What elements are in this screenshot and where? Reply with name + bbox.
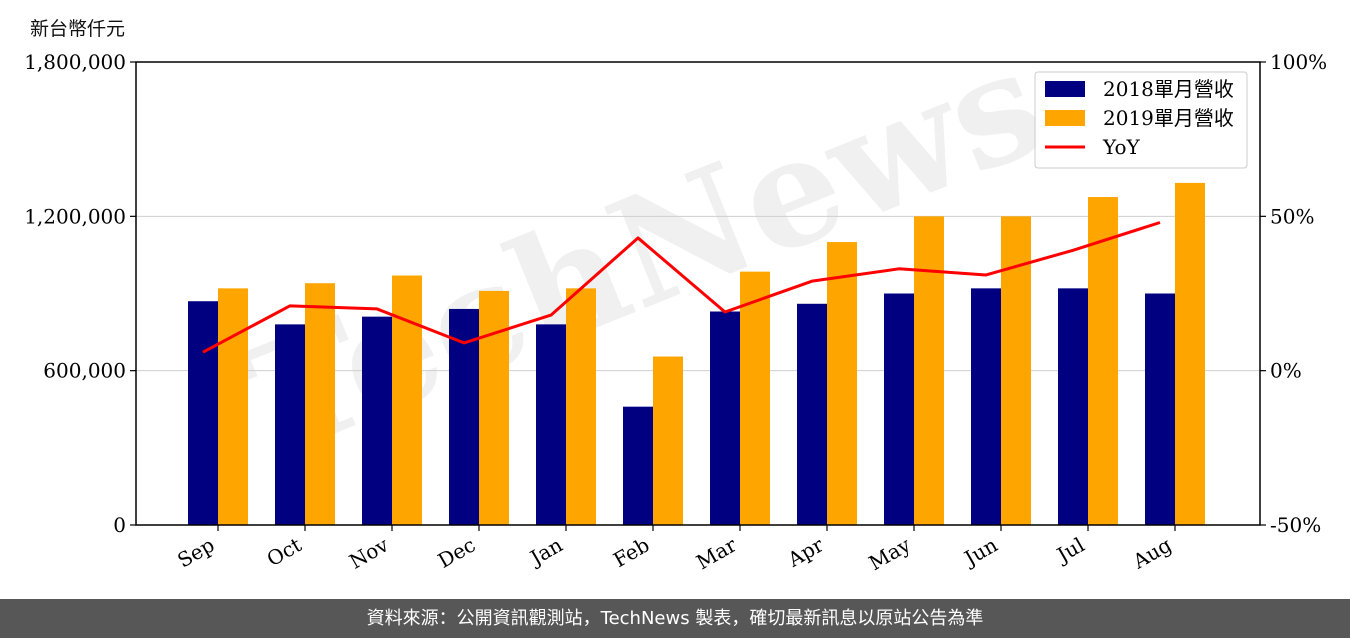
x-tick-label: Feb — [609, 533, 653, 572]
y-axis-unit-label: 新台幣仟元 — [30, 18, 126, 40]
bar-2018-feb — [623, 406, 653, 525]
source-footer: 資料來源：公開資訊觀測站，TechNews 製表，確切最新訊息以原站公告為準 — [0, 599, 1350, 638]
bar-2019-jul — [1088, 197, 1118, 525]
bar-2019-dec — [479, 290, 509, 525]
bar-2018-may — [884, 293, 914, 525]
bar-2019-may — [914, 216, 944, 526]
bar-2019-sep — [218, 288, 248, 525]
yoy-line-layer — [202, 221, 1161, 354]
left-tick-label: 600,000 — [43, 359, 126, 383]
bar-2018-jan — [536, 324, 566, 525]
bar-2018-oct — [275, 324, 305, 525]
x-tick-label: May — [865, 532, 915, 575]
x-tick-label: Mar — [692, 532, 741, 574]
legend-swatch — [1045, 81, 1085, 97]
right-tick-label: 50% — [1270, 204, 1314, 228]
bar-2018-jul — [1058, 288, 1088, 525]
x-tick-label: Nov — [345, 532, 393, 574]
legend-swatch — [1045, 110, 1085, 126]
plot-frame — [135, 61, 1261, 526]
revenue-chart: TechNews 0600,0001,200,0001,800,000-50%0… — [24, 14, 1327, 576]
left-tick-label: 1,200,000 — [24, 204, 126, 228]
x-tick-label: Apr — [783, 532, 828, 572]
bar-2019-apr — [827, 242, 857, 526]
bar-2018-mar — [710, 311, 740, 525]
right-tick-label: 100% — [1270, 50, 1327, 74]
bar-2019-mar — [740, 271, 770, 525]
left-tick-label: 0 — [113, 513, 126, 537]
x-tick-label: Sep — [173, 533, 218, 573]
bar-2018-nov — [362, 316, 392, 525]
bar-2018-dec — [449, 308, 479, 525]
bar-2019-feb — [653, 356, 683, 525]
bar-2018-aug — [1145, 293, 1175, 525]
legend-label: 2019單月營收 — [1103, 106, 1234, 130]
left-tick-label: 1,800,000 — [24, 50, 126, 74]
bar-2019-oct — [305, 283, 335, 525]
right-tick-label: 0% — [1270, 359, 1302, 383]
bar-2019-nov — [392, 275, 422, 525]
yoy-line — [202, 221, 1161, 354]
legend-box — [1034, 71, 1248, 169]
x-tick-label: Jul — [1051, 533, 1088, 568]
x-tick-label: Dec — [434, 533, 480, 573]
x-tick-label: Oct — [263, 533, 306, 572]
bars — [188, 182, 1205, 526]
bar-2018-jun — [971, 288, 1001, 525]
legend: 2018單月營收 2019單月營收 YoY — [1034, 71, 1248, 169]
bar-2019-aug — [1175, 182, 1205, 525]
right-tick-label: -50% — [1270, 513, 1321, 537]
bar-2019-jan — [566, 288, 596, 525]
x-tick-label: Jan — [524, 532, 566, 570]
bar-2018-apr — [797, 303, 827, 525]
legend-label: 2018單月營收 — [1103, 77, 1234, 101]
legend-label: YoY — [1102, 135, 1141, 159]
x-tick-label: Aug — [1128, 532, 1176, 573]
x-tick-label: Jun — [959, 532, 1002, 571]
bar-2018-sep — [188, 301, 218, 525]
